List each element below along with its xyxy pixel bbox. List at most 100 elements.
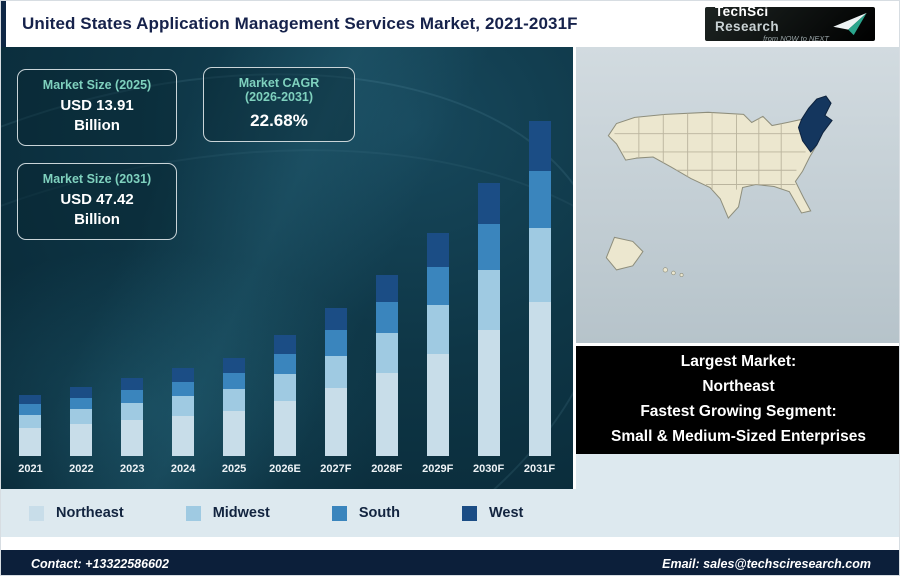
bar-segment-northeast[interactable] <box>426 353 449 456</box>
state-borders <box>614 110 806 192</box>
footer: Contact: +13322586602 Email: sales@techs… <box>1 550 899 575</box>
legend-label: Midwest <box>212 505 270 521</box>
legend-item-west[interactable]: West <box>461 505 524 521</box>
bar-segment-midwest[interactable] <box>121 403 144 421</box>
bar-column-2024: 2024 <box>158 368 209 475</box>
stacked-bar-2031F[interactable] <box>528 121 551 456</box>
bar-segment-west[interactable] <box>172 368 195 382</box>
bar-segment-northeast[interactable] <box>121 420 144 456</box>
bar-segment-west[interactable] <box>426 233 449 267</box>
bar-segment-midwest[interactable] <box>273 374 296 401</box>
bar-segment-northeast[interactable] <box>172 415 195 456</box>
bar-segment-northeast[interactable] <box>375 372 398 456</box>
chart-panel: 2021 2022 2023 2024 2025 2026E 2027F 2028F 2029F… <box>1 47 573 489</box>
bar-segment-midwest[interactable] <box>375 332 398 373</box>
spacer-panel <box>576 454 899 489</box>
bar-segment-northeast[interactable] <box>324 388 347 456</box>
bar-column-2029F: 2029F <box>412 233 463 475</box>
us-map <box>605 95 833 278</box>
legend-item-midwest[interactable]: Midwest <box>185 505 270 521</box>
map-region-northeast <box>797 95 833 154</box>
bar-segment-west[interactable] <box>19 395 42 405</box>
paper-plane-icon <box>833 12 867 36</box>
stacked-bar-2026E[interactable] <box>273 335 296 456</box>
bar-segment-west[interactable] <box>121 378 144 390</box>
bar-segment-west[interactable] <box>70 387 93 398</box>
bar-column-2025: 2025 <box>209 357 260 475</box>
legend-label: West <box>488 505 524 521</box>
bar-segment-south[interactable] <box>223 372 246 390</box>
bar-segment-west[interactable] <box>528 121 551 172</box>
bar-segment-midwest[interactable] <box>528 228 551 302</box>
x-axis-label: 2029F <box>422 463 454 475</box>
bar-segment-midwest[interactable] <box>70 409 93 425</box>
stacked-bar-2024[interactable] <box>172 368 195 456</box>
bar-segment-northeast[interactable] <box>70 424 93 456</box>
market-size-2031-card: Market Size (2031) USD 47.42 Billion <box>17 163 177 240</box>
card-title: Market Size (2025) <box>42 78 152 92</box>
bar-segment-south[interactable] <box>121 389 144 404</box>
bar-segment-northeast[interactable] <box>528 301 551 456</box>
legend-swatch <box>331 505 347 521</box>
bar-segment-west[interactable] <box>375 274 398 302</box>
x-axis-label: 2026E <box>269 463 301 475</box>
contact-text: Contact: +13322586602 <box>31 556 169 571</box>
stacked-bar-2021[interactable] <box>19 395 42 456</box>
stacked-bar-2029F[interactable] <box>426 233 449 456</box>
stacked-bar-2025[interactable] <box>223 357 246 456</box>
card-title: Market Size (2031) <box>42 172 152 186</box>
stacked-bar-2023[interactable] <box>121 378 144 456</box>
x-axis-label: 2024 <box>170 463 196 475</box>
bar-segment-south[interactable] <box>273 353 296 374</box>
chart-legend: Northeast Midwest South West <box>1 489 899 537</box>
legend-item-northeast[interactable]: Northeast <box>29 505 124 521</box>
bar-segment-midwest[interactable] <box>426 304 449 354</box>
stacked-bar-2022[interactable] <box>70 387 93 456</box>
card-value: USD 13.91 Billion <box>60 97 134 135</box>
bar-segment-south[interactable] <box>70 397 93 410</box>
bar-segment-south[interactable] <box>375 301 398 333</box>
bar-segment-northeast[interactable] <box>477 330 500 456</box>
x-axis-label: 2027F <box>320 463 352 475</box>
bar-segment-south[interactable] <box>19 404 42 415</box>
x-axis-label: 2030F <box>473 463 505 475</box>
bar-column-2021: 2021 <box>5 395 56 475</box>
bar-segment-south[interactable] <box>477 223 500 271</box>
logo-tagline: from NOW to NEXT <box>763 33 829 43</box>
bar-column-2028F: 2028F <box>361 274 412 475</box>
bar-segment-northeast[interactable] <box>223 410 246 456</box>
bar-segment-south[interactable] <box>324 330 347 356</box>
bar-segment-northeast[interactable] <box>19 427 42 456</box>
bar-segment-west[interactable] <box>324 308 347 331</box>
bar-segment-west[interactable] <box>477 182 500 224</box>
bar-segment-midwest[interactable] <box>477 270 500 331</box>
stacked-bar-2027F[interactable] <box>324 308 347 456</box>
techsci-logo: TechSci Research from NOW to NEXT <box>705 4 875 43</box>
callout-line: Small & Medium-Sized Enterprises <box>611 427 866 445</box>
bar-column-2023: 2023 <box>107 378 158 475</box>
stacked-bar-2030F[interactable] <box>477 182 500 456</box>
bar-segment-south[interactable] <box>172 381 195 397</box>
card-value: USD 47.42 Billion <box>60 191 134 229</box>
market-size-2025-card: Market Size (2025) USD 13.91 Billion <box>17 69 177 146</box>
bar-segment-west[interactable] <box>223 357 246 373</box>
bar-segment-south[interactable] <box>528 171 551 229</box>
x-axis-label: 2025 <box>221 463 247 475</box>
bar-segment-northeast[interactable] <box>273 400 296 456</box>
bar-column-2027F: 2027F <box>310 308 361 475</box>
x-axis-label: 2028F <box>371 463 403 475</box>
page-title: United States Application Management Ser… <box>22 14 578 33</box>
bar-column-2022: 2022 <box>56 387 107 475</box>
logo-brand-primary: TechSci <box>715 4 769 20</box>
logo-brand-secondary: Research <box>715 18 779 34</box>
bar-segment-midwest[interactable] <box>324 355 347 388</box>
legend-item-south[interactable]: South <box>331 505 400 521</box>
bar-segment-midwest[interactable] <box>223 389 246 411</box>
bar-segment-west[interactable] <box>273 335 296 354</box>
email-text: Email: sales@techsciresearch.com <box>662 556 871 571</box>
stacked-bar-2028F[interactable] <box>375 274 398 456</box>
bar-segment-midwest[interactable] <box>172 396 195 416</box>
bar-segment-south[interactable] <box>426 266 449 305</box>
bar-segment-midwest[interactable] <box>19 414 42 428</box>
